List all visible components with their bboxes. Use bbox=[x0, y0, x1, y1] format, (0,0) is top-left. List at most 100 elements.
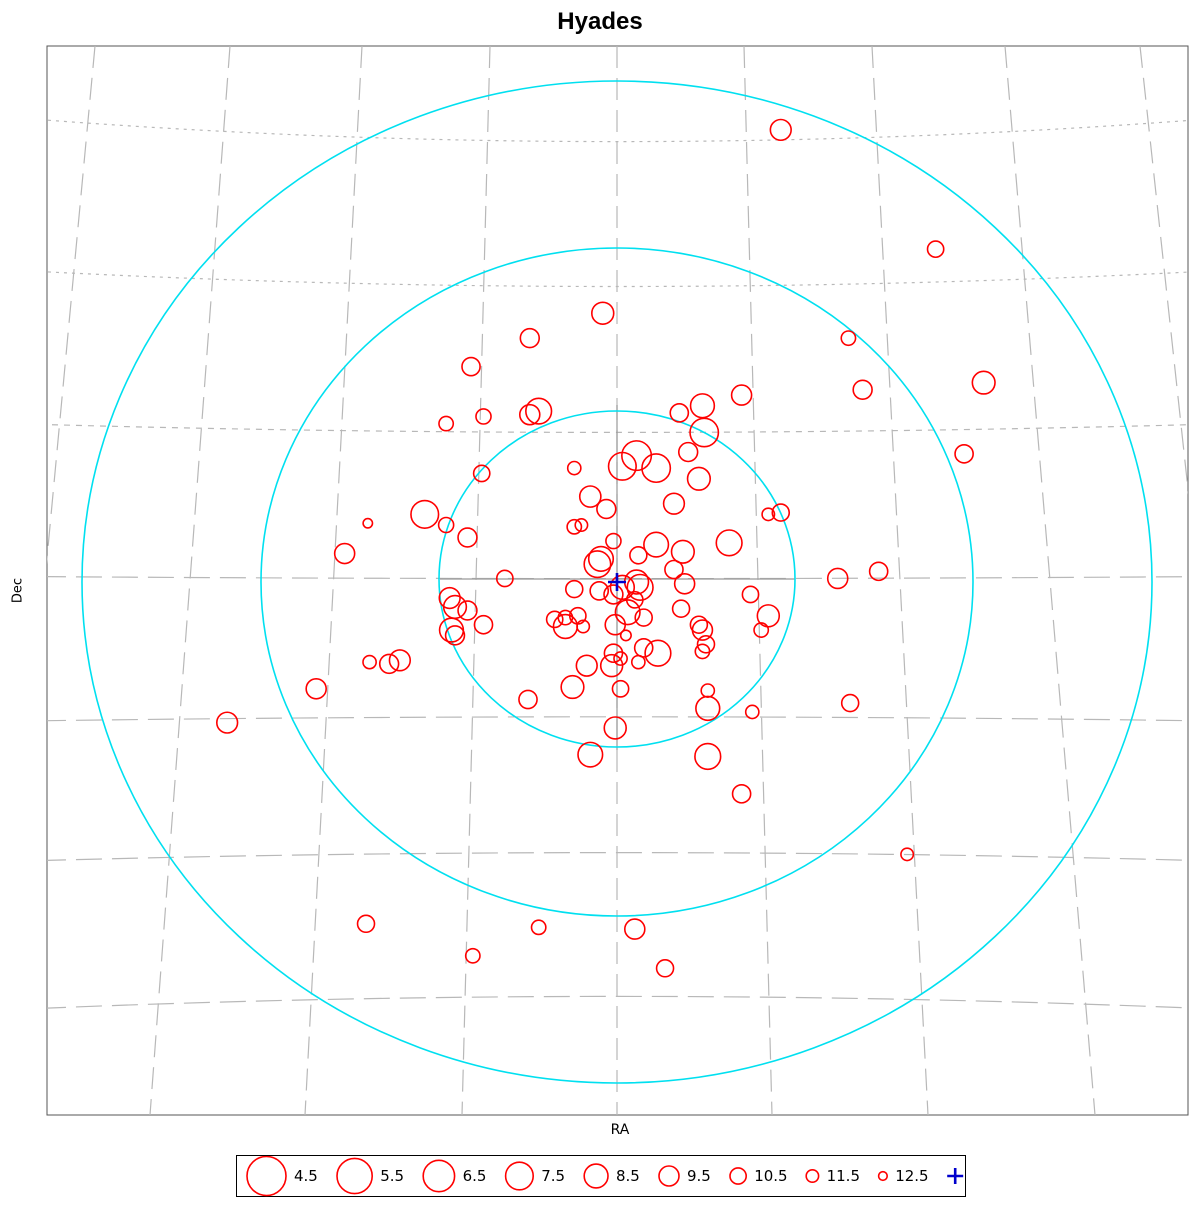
star-point bbox=[530, 919, 547, 936]
star-point bbox=[840, 693, 860, 713]
star-point bbox=[664, 559, 684, 580]
star-point bbox=[671, 599, 691, 618]
grid-line-dec bbox=[47, 119, 1188, 143]
legend-marker bbox=[583, 1163, 609, 1189]
star-point bbox=[655, 958, 675, 978]
star-point bbox=[305, 677, 327, 700]
star-point bbox=[730, 384, 753, 406]
star-point bbox=[670, 539, 695, 564]
star-point bbox=[629, 546, 648, 565]
star-point bbox=[691, 619, 714, 641]
star-point bbox=[583, 550, 612, 579]
legend-marker bbox=[877, 1170, 889, 1182]
star-point bbox=[587, 545, 615, 572]
star-point bbox=[566, 460, 582, 476]
star-point bbox=[575, 654, 598, 677]
star-point bbox=[840, 330, 857, 347]
legend-label: 11.5 bbox=[827, 1167, 860, 1185]
distance-ring bbox=[260, 247, 974, 917]
star-point bbox=[464, 947, 481, 964]
star-point bbox=[472, 464, 491, 483]
star-point bbox=[971, 370, 996, 395]
star-point bbox=[378, 653, 400, 675]
star-point bbox=[695, 695, 721, 722]
legend-label: 9.5 bbox=[687, 1167, 711, 1185]
star-point bbox=[689, 615, 709, 634]
legend-median-icon bbox=[947, 1168, 964, 1184]
legend-label: 8.5 bbox=[616, 1167, 640, 1185]
legend-label: 10.5 bbox=[754, 1167, 787, 1185]
star-point bbox=[438, 415, 455, 432]
distance-ring bbox=[438, 410, 796, 748]
star-point bbox=[696, 635, 716, 654]
star-point bbox=[461, 356, 481, 377]
grid-line-ra bbox=[47, 46, 96, 565]
star-point bbox=[605, 532, 622, 550]
star-point bbox=[694, 742, 722, 771]
grid-line-dec bbox=[47, 271, 1188, 288]
star-point bbox=[438, 586, 461, 610]
star-point bbox=[604, 613, 627, 636]
star-point bbox=[826, 567, 849, 590]
star-point bbox=[457, 527, 478, 548]
x-axis-label: RA bbox=[610, 1122, 630, 1138]
grid-line-ra bbox=[743, 46, 773, 1115]
grid-line-dec bbox=[47, 852, 1188, 862]
star-point bbox=[525, 397, 553, 425]
legend-marker bbox=[246, 1156, 287, 1197]
star-point bbox=[437, 516, 455, 534]
legend-label: 6.5 bbox=[463, 1167, 487, 1185]
star-point bbox=[677, 441, 699, 463]
star-point bbox=[333, 542, 356, 565]
star-point bbox=[619, 629, 632, 642]
star-point bbox=[574, 518, 589, 533]
star-point bbox=[769, 118, 792, 142]
star-point bbox=[475, 408, 492, 425]
star-point bbox=[643, 531, 670, 558]
star-point bbox=[731, 783, 752, 804]
legend-marker bbox=[422, 1159, 456, 1193]
grid-line-ra bbox=[1004, 46, 1096, 1115]
grid-line-dec bbox=[47, 995, 1188, 1009]
star-point bbox=[410, 499, 440, 529]
star-point bbox=[518, 689, 538, 710]
grid-line-dec bbox=[47, 423, 1188, 433]
star-point bbox=[603, 584, 624, 605]
star-point bbox=[689, 417, 720, 448]
grid-line-ra bbox=[871, 46, 929, 1115]
star-point bbox=[741, 585, 760, 604]
legend-marker bbox=[729, 1167, 748, 1185]
grid-line-ra bbox=[304, 46, 363, 1115]
star-point bbox=[613, 651, 628, 666]
star-point bbox=[662, 492, 686, 515]
legend-label: 5.5 bbox=[380, 1167, 404, 1185]
star-point bbox=[444, 625, 466, 646]
star-point bbox=[626, 573, 654, 601]
star-point bbox=[578, 485, 602, 508]
y-axis-label: Dec bbox=[10, 577, 26, 604]
legend-marker bbox=[658, 1165, 680, 1187]
star-point bbox=[621, 440, 653, 472]
legend-label: 7.5 bbox=[541, 1167, 565, 1185]
star-point bbox=[596, 498, 617, 520]
star-point bbox=[362, 654, 377, 670]
legend-label: 12.5 bbox=[895, 1167, 928, 1185]
star-point bbox=[603, 643, 624, 664]
star-point bbox=[519, 327, 541, 349]
legend-label: 4.5 bbox=[294, 1167, 318, 1185]
legend-marker bbox=[805, 1169, 820, 1183]
plot-area bbox=[47, 46, 1188, 1115]
star-point bbox=[215, 711, 239, 734]
star-point bbox=[644, 639, 672, 667]
star-point bbox=[694, 643, 711, 660]
chart-title: Hyades bbox=[557, 8, 643, 35]
star-point bbox=[560, 674, 585, 700]
star-point bbox=[552, 613, 579, 640]
star-point bbox=[900, 847, 915, 862]
star-point bbox=[744, 704, 760, 720]
legend-items: 4.55.56.57.58.59.510.511.512.5Median bbox=[246, 1156, 964, 1197]
star-point bbox=[607, 451, 637, 481]
star-point bbox=[673, 572, 696, 595]
star-point bbox=[686, 466, 712, 491]
